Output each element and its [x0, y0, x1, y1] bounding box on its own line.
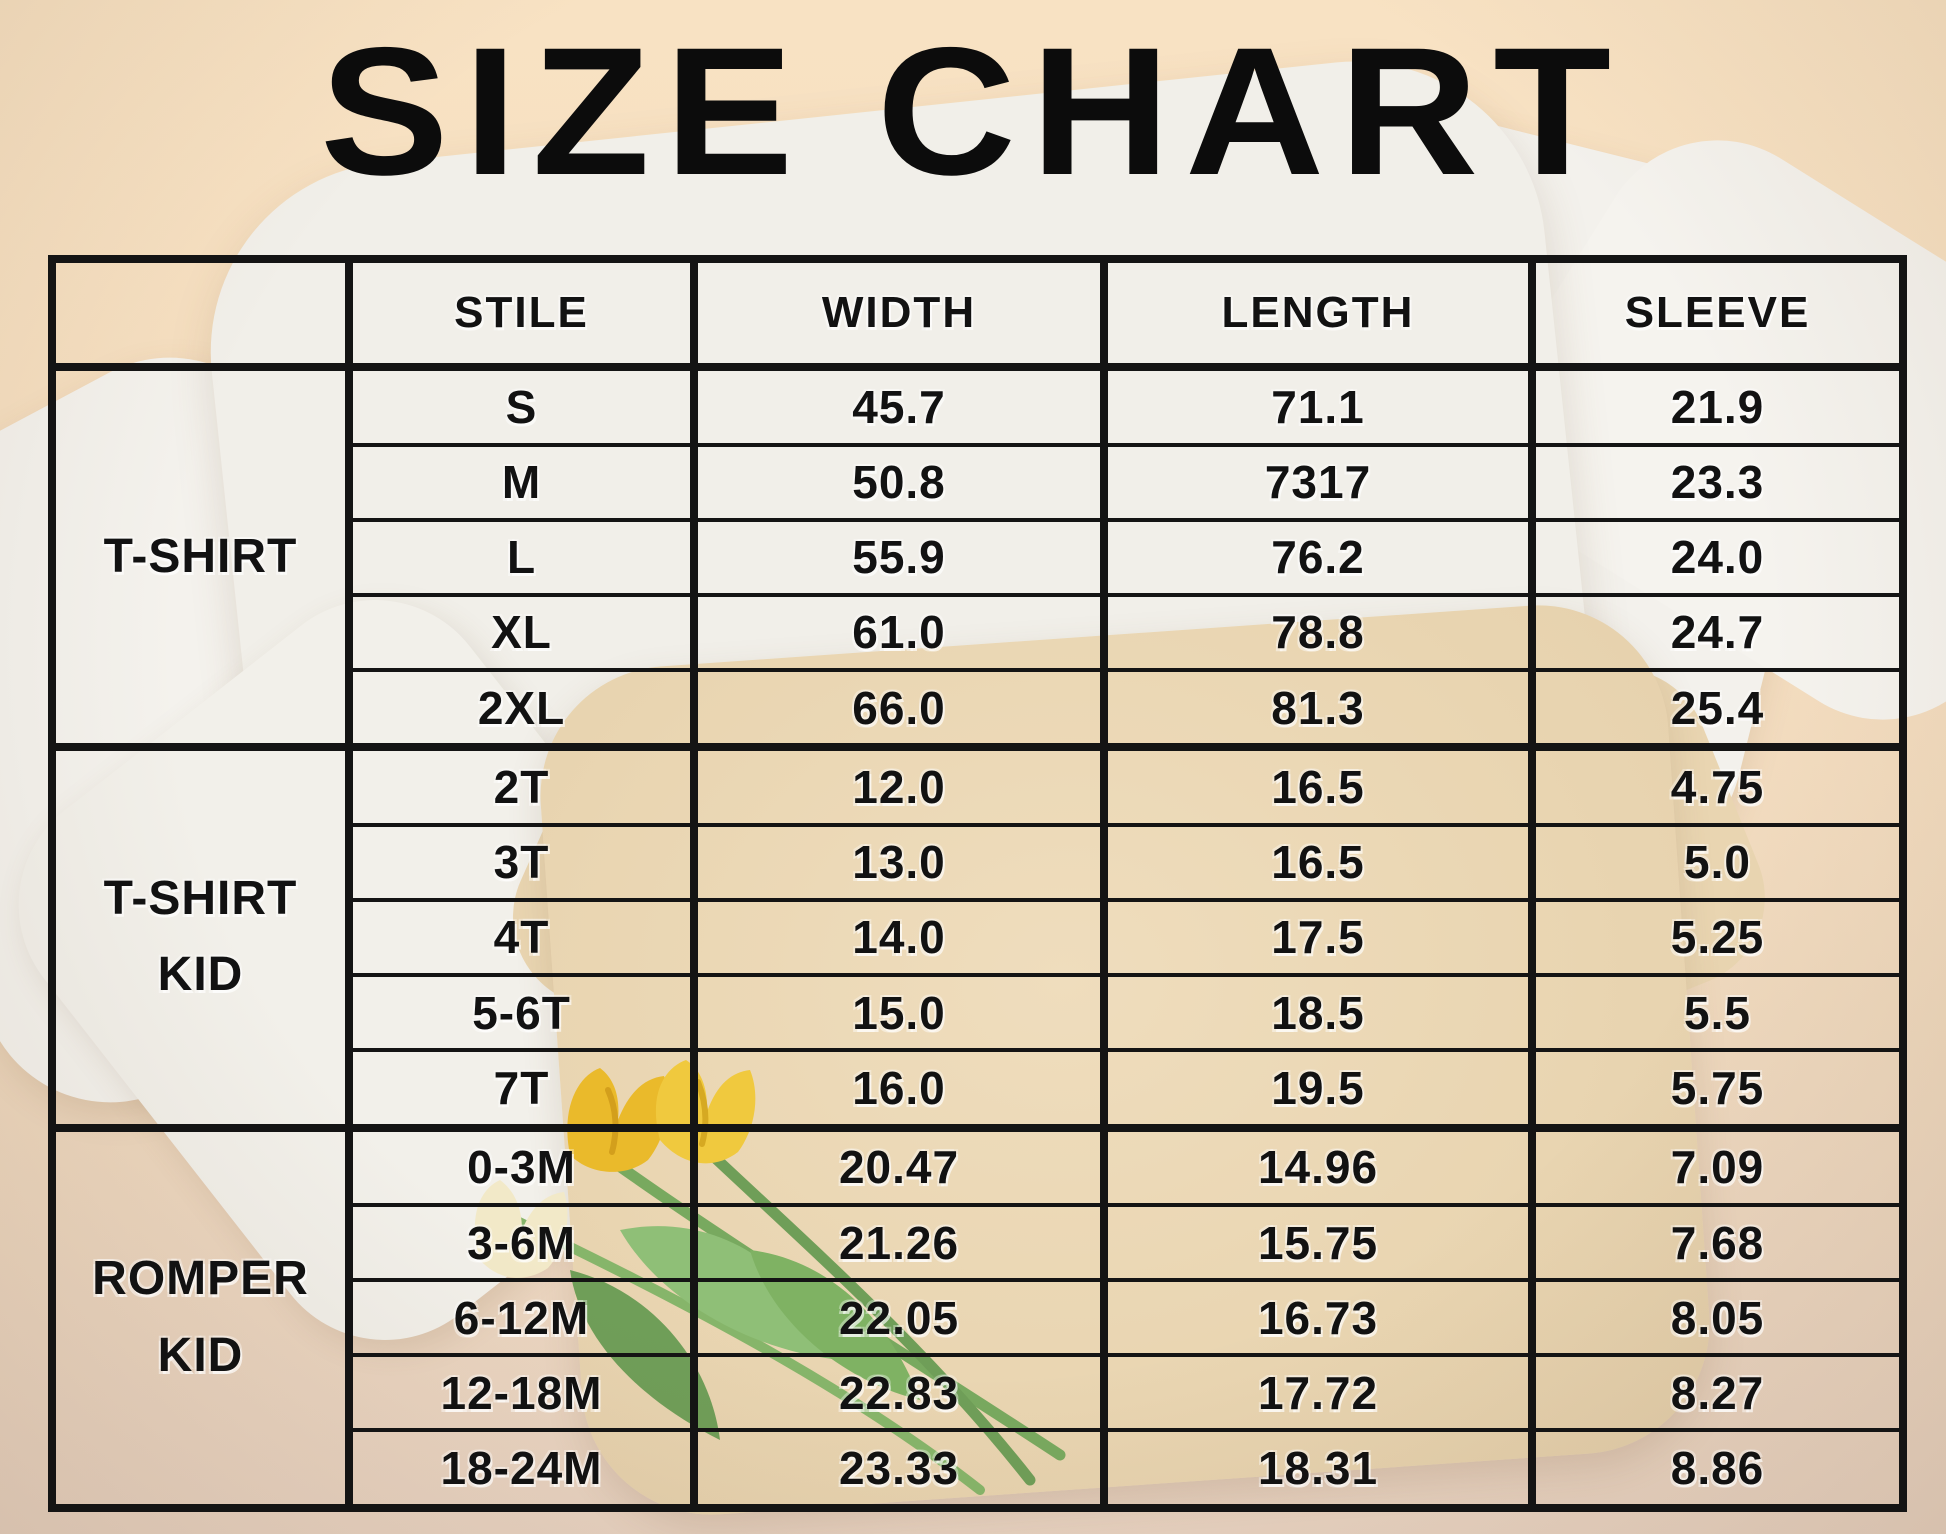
cell-stile: XL	[345, 592, 698, 672]
cell-width: 22.05	[690, 1278, 1108, 1358]
header-width: WIDTH	[690, 255, 1108, 371]
cell-stile: 2T	[345, 743, 698, 827]
cell-width: 23.33	[690, 1428, 1108, 1510]
cell-width: 20.47	[690, 1123, 1108, 1208]
cell-stile: 12-18M	[345, 1353, 698, 1433]
cell-width: 21.26	[690, 1203, 1108, 1283]
cell-stile: S	[345, 363, 698, 447]
table-row: 12-18M 22.83 17.72 8.27	[52, 1353, 1907, 1433]
cell-stile: L	[345, 517, 698, 597]
cell-stile: 3T	[345, 822, 698, 902]
table-row: T-SHIRT KID 2T 12.0 16.5 4.75	[48, 743, 1907, 1130]
table-row: 4T 14.0 17.5 5.25	[52, 897, 1907, 977]
cell-sleeve: 21.9	[1528, 363, 1907, 447]
cell-sleeve: 24.7	[1528, 592, 1907, 672]
cell-sleeve: 8.05	[1528, 1278, 1907, 1358]
cell-sleeve: 5.25	[1528, 897, 1907, 977]
cell-sleeve: 5.5	[1528, 972, 1907, 1053]
cell-length: 15.75	[1100, 1203, 1536, 1283]
cell-length: 16.5	[1100, 743, 1536, 827]
table-header-row: STILE WIDTH LENGTH SLEEVE	[48, 255, 1907, 371]
cell-width: 50.8	[690, 442, 1108, 522]
cell-sleeve: 25.4	[1528, 667, 1907, 750]
table-row: L 55.9 76.2 24.0	[52, 517, 1907, 597]
cell-length: 19.5	[1100, 1048, 1536, 1130]
cell-sleeve: 5.0	[1528, 822, 1907, 902]
cell-sleeve: 23.3	[1528, 442, 1907, 522]
cell-stile: 2XL	[345, 667, 698, 750]
cell-stile: 4T	[345, 897, 698, 977]
cell-length: 18.31	[1100, 1428, 1536, 1510]
size-table: STILE WIDTH LENGTH SLEEVE T-SHIRT S 45.7…	[48, 255, 1907, 1512]
cell-width: 45.7	[690, 363, 1108, 447]
cell-length: 71.1	[1100, 363, 1536, 447]
group-label-tshirt-kid: T-SHIRT KID	[48, 743, 353, 1130]
cell-length: 16.73	[1100, 1278, 1536, 1358]
cell-width: 13.0	[690, 822, 1108, 902]
cell-stile: 6-12M	[345, 1278, 698, 1358]
header-stile: STILE	[345, 255, 698, 371]
cell-width: 16.0	[690, 1048, 1108, 1130]
cell-width: 22.83	[690, 1353, 1108, 1433]
table-row: 3-6M 21.26 15.75 7.68	[52, 1203, 1907, 1283]
table-row: T-SHIRT S 45.7 71.1 21.9	[48, 362, 1907, 750]
table-row: 18-24M 23.33 18.31 8.86	[52, 1428, 1907, 1510]
cell-length: 81.3	[1100, 667, 1536, 750]
cell-stile: 5-6T	[345, 972, 698, 1053]
group-label-tshirt: T-SHIRT	[48, 362, 353, 750]
cell-length: 18.5	[1100, 972, 1536, 1053]
cell-length: 76.2	[1100, 517, 1536, 597]
cell-width: 55.9	[690, 517, 1108, 597]
cell-stile: 3-6M	[345, 1203, 698, 1283]
cell-sleeve: 8.86	[1528, 1428, 1907, 1510]
page-title: SIZE CHART	[320, 9, 1626, 213]
table-row: 6-12M 22.05 16.73 8.05	[52, 1278, 1907, 1358]
table-row: 3T 13.0 16.5 5.0	[52, 822, 1907, 902]
cell-length: 16.5	[1100, 822, 1536, 902]
table-row: M 50.8 7317 23.3	[52, 442, 1907, 522]
cell-stile: 0-3M	[345, 1123, 698, 1208]
cell-length: 78.8	[1100, 592, 1536, 672]
cell-sleeve: 5.75	[1528, 1048, 1907, 1130]
table-row: XL 61.0 78.8 24.7	[52, 592, 1907, 672]
header-length: LENGTH	[1100, 255, 1536, 371]
group-label-romper-kid: ROMPER KID	[48, 1123, 353, 1511]
cell-length: 7317	[1100, 442, 1536, 522]
cell-width: 14.0	[690, 897, 1108, 977]
cell-width: 66.0	[690, 667, 1108, 750]
table-row: 7T 16.0 19.5 5.75	[52, 1048, 1907, 1130]
cell-width: 61.0	[690, 592, 1108, 672]
cell-stile: 18-24M	[345, 1428, 698, 1510]
cell-sleeve: 4.75	[1528, 743, 1907, 827]
header-sleeve: SLEEVE	[1528, 255, 1907, 371]
table-row: 5-6T 15.0 18.5 5.5	[52, 972, 1907, 1053]
cell-stile: 7T	[345, 1048, 698, 1130]
header-empty	[48, 255, 353, 371]
cell-length: 17.5	[1100, 897, 1536, 977]
cell-length: 14.96	[1100, 1123, 1536, 1208]
cell-length: 17.72	[1100, 1353, 1536, 1433]
table-row: ROMPER KID 0-3M 20.47 14.96 7.09	[48, 1123, 1907, 1511]
cell-width: 15.0	[690, 972, 1108, 1053]
cell-sleeve: 7.09	[1528, 1123, 1907, 1208]
cell-stile: M	[345, 442, 698, 522]
table-row: 2XL 66.0 81.3 25.4	[52, 667, 1907, 750]
cell-sleeve: 8.27	[1528, 1353, 1907, 1433]
cell-width: 12.0	[690, 743, 1108, 827]
cell-sleeve: 7.68	[1528, 1203, 1907, 1283]
cell-sleeve: 24.0	[1528, 517, 1907, 597]
